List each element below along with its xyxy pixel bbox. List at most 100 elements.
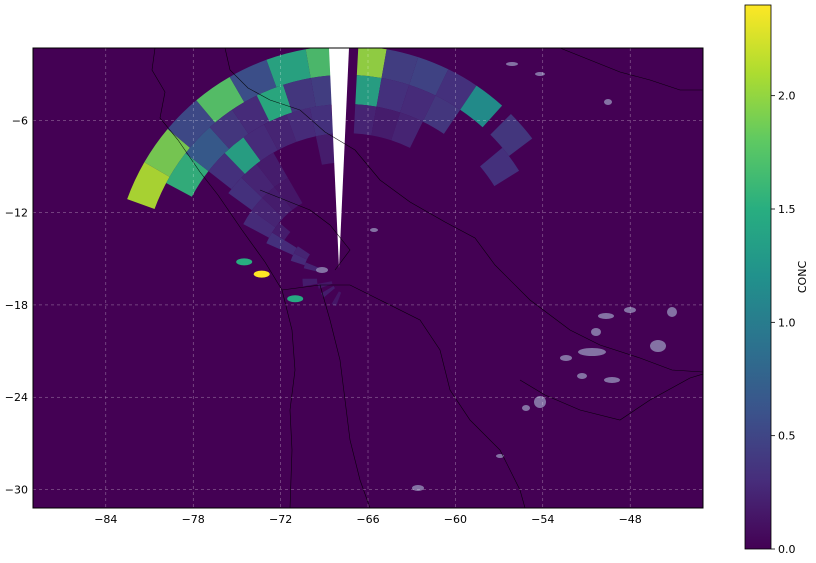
- lake: [591, 328, 601, 336]
- y-tick-label: −24: [5, 391, 28, 404]
- lake: [496, 454, 504, 458]
- concentration-cell: [490, 113, 533, 157]
- x-tick-label: −60: [444, 513, 467, 526]
- concentration-cell: [391, 112, 423, 148]
- colorbar-ticks: 0.0 0.5 1.0 1.5 2.0: [771, 90, 796, 556]
- concentration-cell: [355, 75, 382, 107]
- lake: [624, 307, 636, 313]
- lake: [598, 313, 614, 319]
- colorbar-tick-label: 1.0: [778, 316, 796, 329]
- concentration-cell: [290, 253, 307, 266]
- y-axis-ticks: −6 −12 −18 −24 −30: [5, 114, 28, 496]
- border-south: [319, 284, 371, 508]
- colorbar-label: CONC: [796, 261, 809, 294]
- lake: [577, 373, 587, 379]
- concentration-cell: [286, 107, 316, 142]
- concentration-cell: [224, 137, 261, 174]
- concentration-cell: [228, 177, 263, 211]
- concentration-cell: [283, 77, 316, 113]
- concentration-cell: [241, 163, 275, 198]
- lake: [316, 267, 328, 273]
- concentration-cell: [266, 232, 285, 250]
- concentration-cell: [272, 222, 291, 241]
- lakes: [316, 62, 677, 491]
- coastline-east: [519, 373, 703, 421]
- x-tick-label: −48: [619, 513, 642, 526]
- concentration-cell: [209, 109, 249, 149]
- lake: [578, 348, 606, 356]
- concentration-patches: [236, 258, 304, 303]
- concentration-cell: [185, 127, 230, 172]
- concentration-cell: [435, 69, 477, 110]
- lake: [604, 377, 620, 383]
- concentration-cell: [256, 84, 293, 122]
- y-tick-label: −30: [5, 484, 28, 497]
- concentration-patch: [287, 295, 304, 303]
- concentration-cell: [208, 153, 245, 190]
- y-tick-label: −6: [12, 114, 28, 127]
- x-tick-label: −84: [94, 513, 117, 526]
- colorbar-tick-label: 2.0: [778, 90, 796, 103]
- concentration-cell: [356, 48, 387, 78]
- concentration-cell: [127, 162, 170, 210]
- missing-data-wedge: [329, 48, 349, 268]
- concentration-patch: [253, 270, 270, 278]
- concentration-cell: [232, 95, 270, 134]
- lake: [412, 485, 424, 491]
- x-tick-label: −66: [356, 513, 379, 526]
- grid-lines: [33, 48, 703, 508]
- concentration-cell: [376, 77, 410, 113]
- coastline-north-east: [559, 48, 703, 91]
- x-axis-ticks: −84 −78 −72 −66 −60 −54 −48: [94, 513, 642, 526]
- concentration-cell: [229, 59, 277, 103]
- concentration-cell: [460, 85, 503, 128]
- colorbar: 0.0 0.5 1.0 1.5 2.0 CONC: [744, 4, 809, 556]
- concentration-cell: [274, 177, 303, 210]
- concentration-cell: [279, 240, 297, 256]
- lake: [534, 396, 546, 408]
- x-tick-label: −72: [269, 513, 292, 526]
- colorbar-tick-label: 1.5: [778, 203, 796, 216]
- coastline-west: [151, 48, 296, 508]
- lake: [522, 405, 530, 411]
- concentration-cell: [315, 133, 336, 165]
- y-tick-label: −12: [5, 207, 28, 220]
- concentration-cell: [353, 104, 377, 136]
- colorbar-gradient: [744, 4, 772, 550]
- lake: [560, 355, 572, 361]
- colorbar-tick-label: 0.0: [778, 543, 796, 556]
- concentration-cell: [293, 246, 310, 260]
- concentration-cell: [196, 76, 245, 123]
- concentration-cell: [243, 210, 276, 238]
- concentration-cell: [320, 286, 335, 298]
- concentration-cell: [243, 124, 278, 161]
- concentration-cell: [303, 262, 320, 272]
- border-central: [281, 284, 526, 508]
- colorbar-tick-label: 0.5: [778, 430, 796, 443]
- map-plot-area: [33, 48, 703, 508]
- concentration-cell: [262, 186, 293, 219]
- concentration-cell: [371, 106, 401, 141]
- concentration-cell: [480, 147, 520, 187]
- lake: [370, 228, 378, 232]
- concentration-cell: [167, 100, 216, 148]
- concentration-cell: [381, 49, 419, 85]
- lake: [535, 72, 545, 76]
- concentration-cell: [422, 95, 461, 134]
- y-tick-label: −18: [5, 299, 28, 312]
- concentration-cell: [331, 291, 342, 307]
- concentration-cell: [400, 84, 436, 122]
- lake: [650, 340, 666, 352]
- x-tick-label: −78: [182, 513, 205, 526]
- x-tick-label: −54: [531, 513, 554, 526]
- concentration-cell: [256, 152, 288, 187]
- plot-frame: [32, 47, 704, 509]
- border-north: [224, 48, 703, 373]
- concentration-cell: [266, 49, 311, 88]
- concentration-patch: [236, 258, 253, 266]
- concentration-cell: [264, 114, 297, 151]
- lake: [506, 62, 518, 66]
- concentration-cell: [166, 153, 209, 197]
- concentration-cell: [302, 278, 318, 287]
